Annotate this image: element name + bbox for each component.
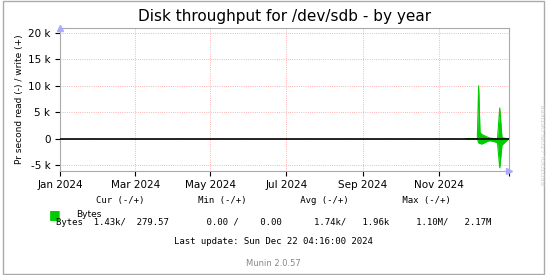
Text: Munin 2.0.57: Munin 2.0.57 (246, 260, 301, 268)
Text: Last update: Sun Dec 22 04:16:00 2024: Last update: Sun Dec 22 04:16:00 2024 (174, 238, 373, 246)
Y-axis label: Pr second read (-) / write (+): Pr second read (-) / write (+) (15, 34, 24, 164)
Text: Cur (-/+)          Min (-/+)          Avg (-/+)          Max (-/+): Cur (-/+) Min (-/+) Avg (-/+) Max (-/+) (96, 196, 451, 205)
Text: Bytes  1.43k/  279.57       0.00 /    0.00      1.74k/   1.96k     1.10M/   2.17: Bytes 1.43k/ 279.57 0.00 / 0.00 1.74k/ 1… (56, 218, 491, 227)
Text: ■: ■ (49, 208, 61, 221)
Title: Disk throughput for /dev/sdb - by year: Disk throughput for /dev/sdb - by year (138, 9, 431, 24)
Text: Bytes: Bytes (77, 210, 102, 219)
Text: RRDTOOL / TOBI OETIKER: RRDTOOL / TOBI OETIKER (542, 104, 547, 185)
